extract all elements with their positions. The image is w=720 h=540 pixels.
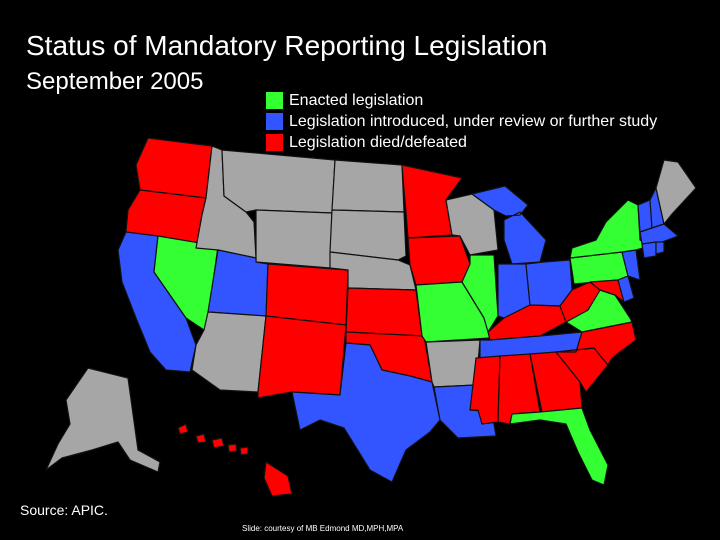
legend-swatch-enacted — [266, 92, 283, 109]
state-arkansas — [425, 339, 481, 388]
state-wyoming — [255, 209, 333, 269]
state-florida — [509, 407, 609, 486]
source-note: Source: APIC. — [20, 502, 108, 518]
legend-label-died: Legislation died/defeated — [289, 133, 467, 151]
state-georgia — [529, 351, 583, 413]
state-texas — [291, 342, 441, 483]
state-new-mexico — [257, 315, 347, 399]
state-kansas — [345, 287, 423, 337]
legend-swatch-died — [266, 134, 283, 151]
state-massachusetts — [639, 223, 679, 245]
state-maine — [655, 159, 697, 225]
legend-item-died: Legislation died/defeated — [266, 132, 657, 153]
legend-item-introduced: Legislation introduced, under review or … — [266, 111, 657, 132]
state-rhode-island — [655, 241, 665, 255]
legend-item-enacted: Enacted legislation — [266, 90, 657, 111]
page-subtitle: September 2005 — [26, 68, 204, 95]
state-connecticut — [641, 241, 657, 259]
state-new-york — [569, 199, 651, 259]
legend-label-enacted: Enacted legislation — [289, 91, 424, 109]
state-south-dakota — [329, 209, 407, 261]
state-washington — [135, 137, 213, 199]
state-iowa — [407, 235, 471, 286]
state-alaska — [45, 367, 161, 473]
slide-credit: Slide: courtesy of MB Edmond MD,MPH,MPA — [242, 524, 404, 533]
state-delaware — [617, 275, 635, 303]
state-montana — [221, 149, 336, 214]
state-hawaii — [177, 423, 293, 497]
legend-swatch-introduced — [266, 113, 283, 130]
state-minnesota — [401, 164, 463, 239]
state-colorado — [265, 263, 349, 326]
state-north-dakota — [331, 159, 405, 213]
state-illinois — [461, 254, 499, 333]
state-maryland — [589, 279, 625, 303]
legend-label-introduced: Legislation introduced, under review or … — [289, 112, 658, 130]
page-title: Status of Mandatory Reporting Legislatio… — [26, 30, 548, 61]
map-legend: Enacted legislation Legislation introduc… — [266, 90, 657, 153]
